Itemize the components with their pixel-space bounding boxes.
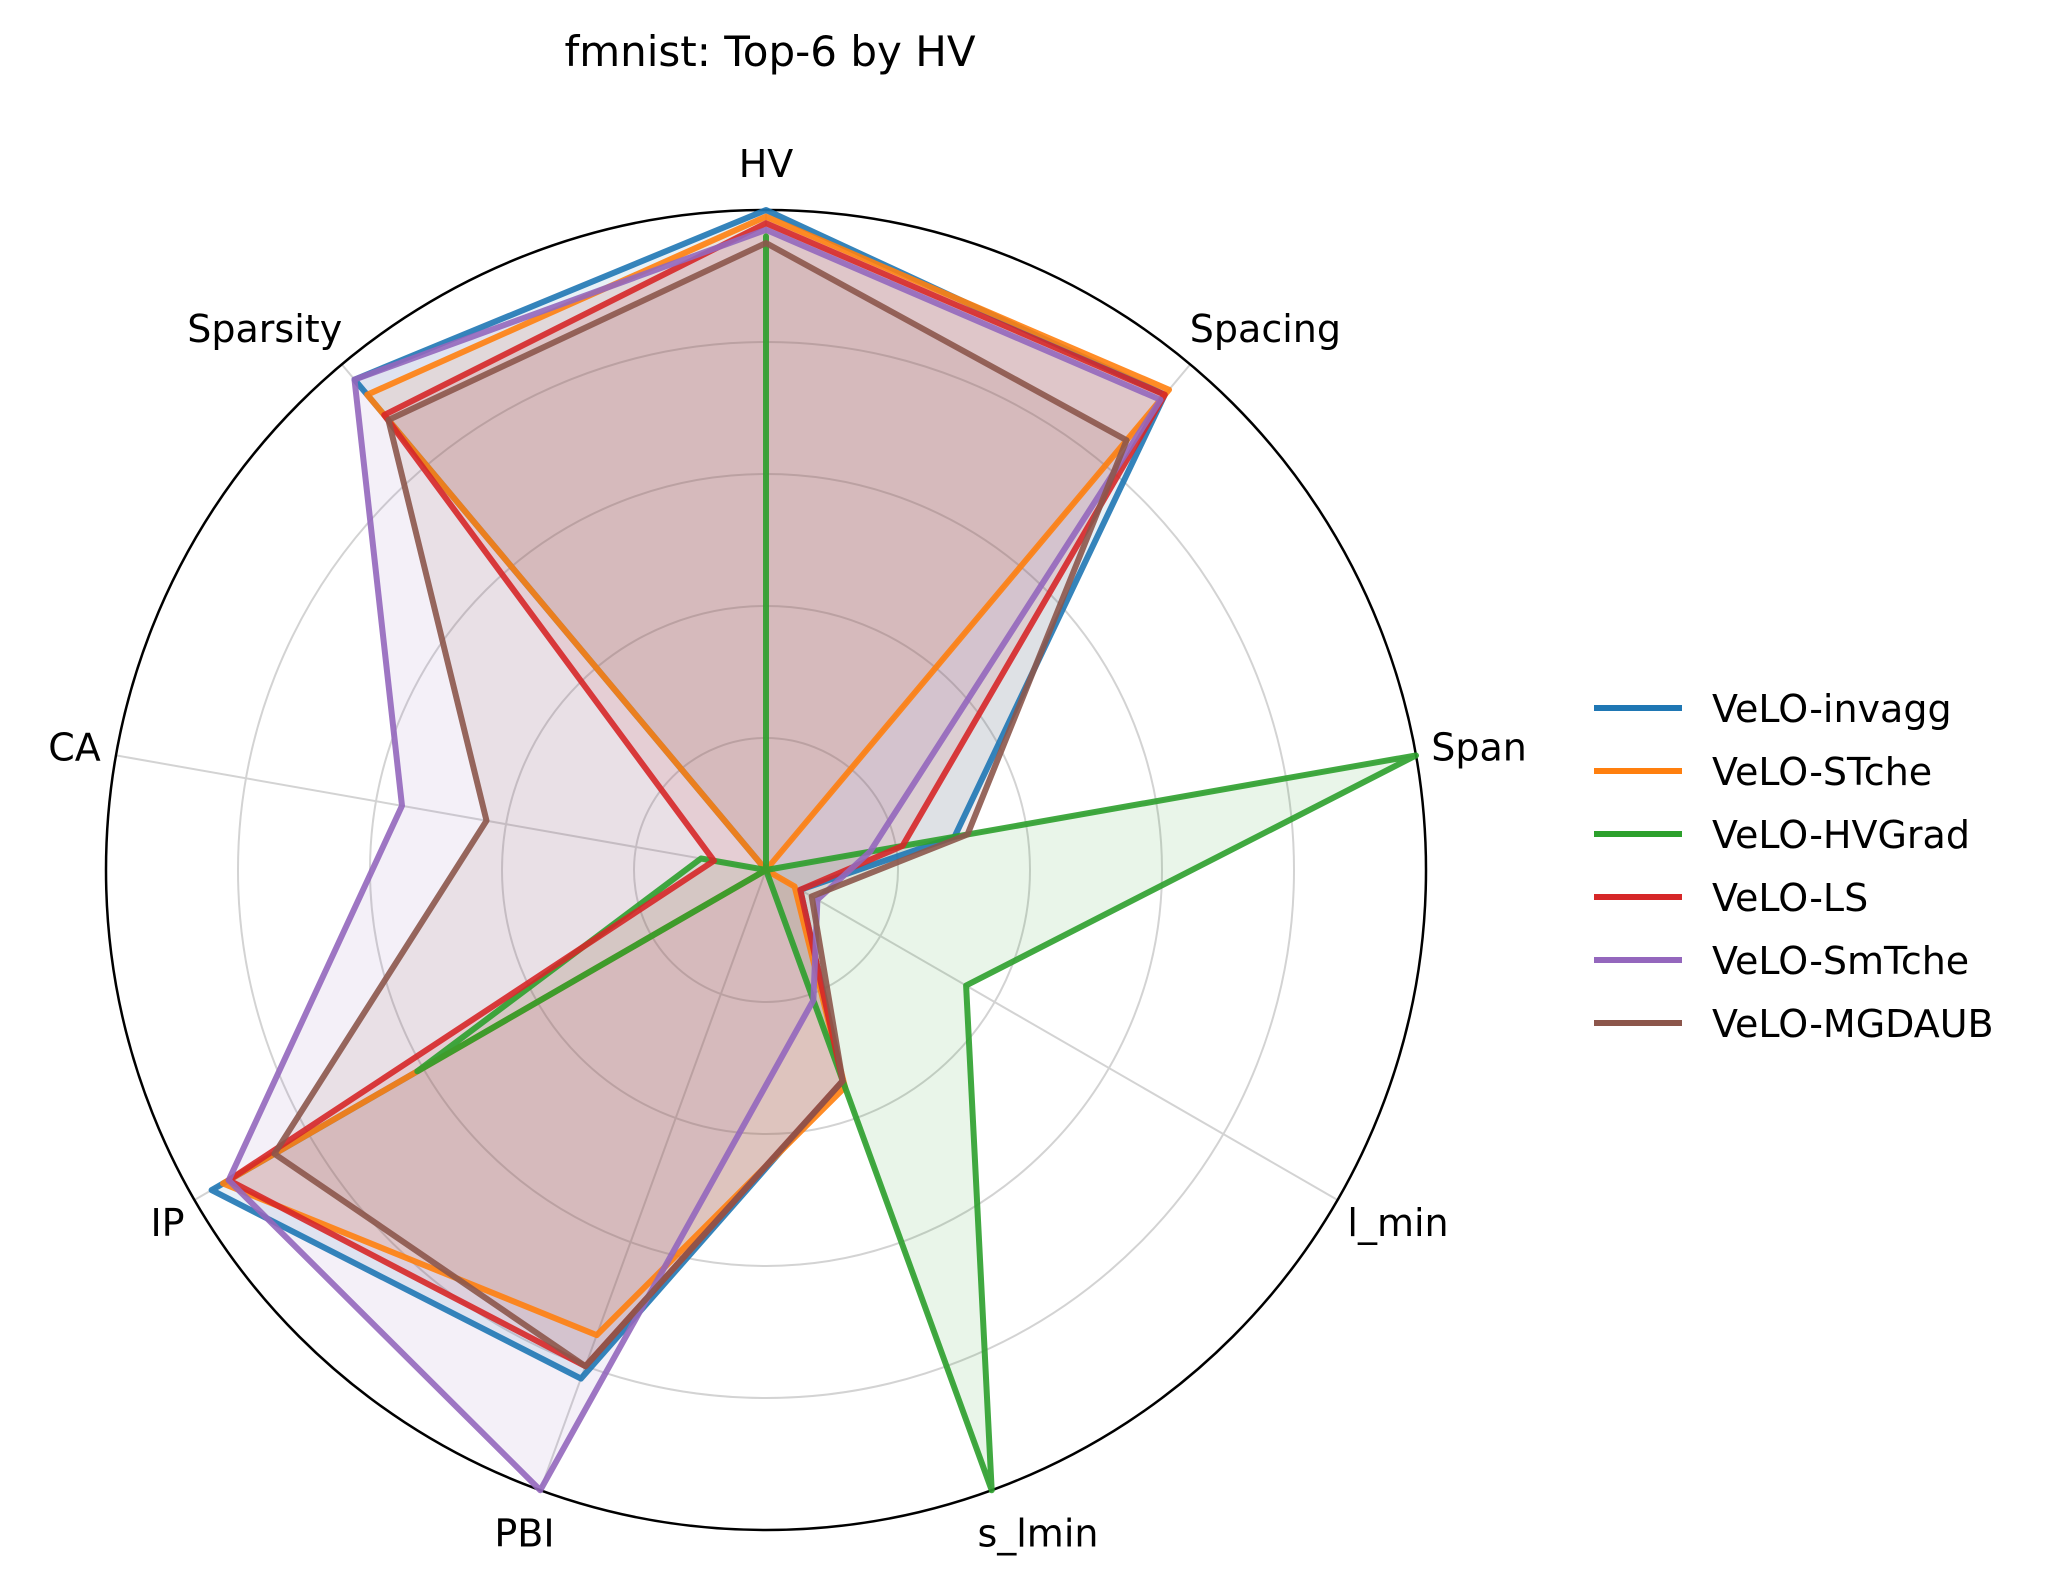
axis-label-l-min: l_min [1347,1201,1448,1245]
line-layer [208,207,1419,1494]
fill-layer [211,210,1416,1491]
axis-label-sparsity: Sparsity [187,307,342,351]
legend-label-velo-smtche: VeLO-SmTche [1712,939,1969,983]
legend: VeLO-invagg VeLO-STche VeLO-HVGrad VeLO-LS V… [1594,687,1994,1046]
spoke-pbi [539,869,767,1491]
spoke-l-min [765,869,1339,1201]
axis-labels: HV Spacing Span l_min s_lmin PBI IP CA Sparsity [48,142,1527,1555]
series-fill-velo-invagg [211,210,1165,1379]
legend-label-velo-invagg: VeLO-invagg [1712,687,1952,731]
series-line-velo-hvgrad [414,233,1419,1494]
axis-label-s-lmin: s_lmin [977,1511,1098,1555]
legend-label-velo-hvgrad: VeLO-HVGrad [1712,813,1970,857]
series-line-velo-mgdaub [271,240,1130,1370]
series-fill-velo-hvgrad [417,236,1416,1491]
legend-label-velo-mgdaub: VeLO-MGDAUB [1712,1002,1994,1046]
axis-label-hv: HV [739,142,794,186]
series-line-velo-stche [220,213,1172,1339]
series-line-velo-smtche [225,226,1164,1494]
axis-label-ca: CA [48,725,101,769]
axis-label-spacing: Spacing [1190,307,1341,351]
axis-label-pbi: PBI [494,1511,554,1555]
spoke-ca [115,754,767,871]
series-fill-velo-stche [223,216,1169,1336]
legend-label-velo-ls: VeLO-LS [1712,876,1868,920]
axis-label-ip: IP [150,1201,184,1245]
chart-title: fmnist: Top-6 by HV [564,27,975,76]
legend-label-velo-stche: VeLO-STche [1712,750,1932,794]
series-fill-velo-mgdaub [274,243,1127,1367]
axis-label-span: Span [1431,725,1527,769]
